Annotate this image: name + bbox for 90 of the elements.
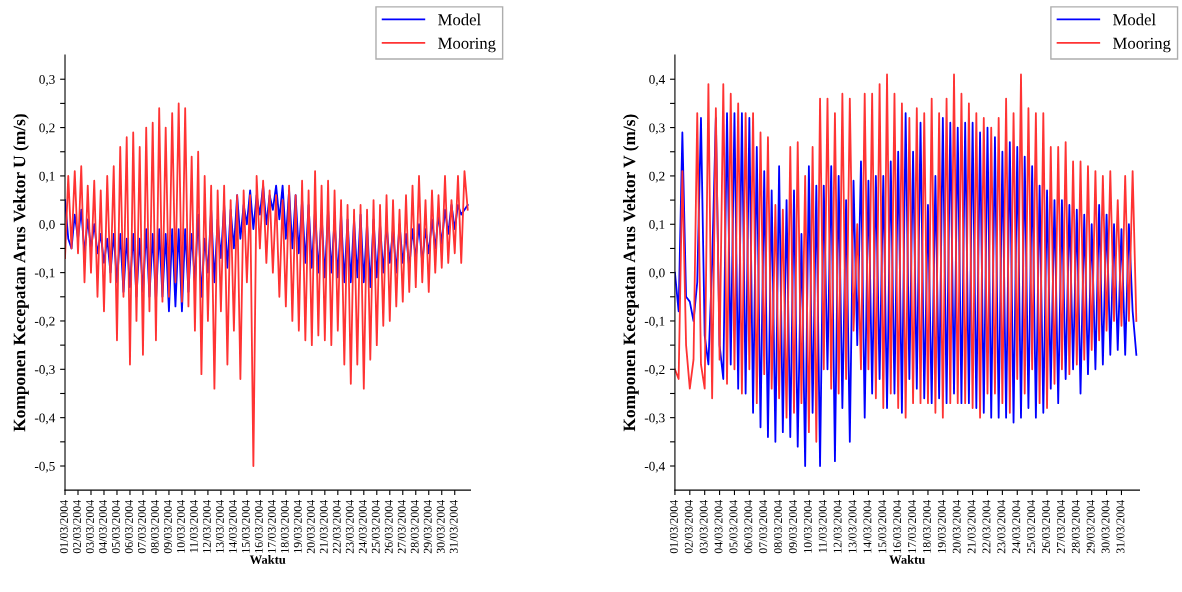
x-tick-label: 27/03/2004 [1056,500,1065,554]
x-tick-label: 04/03/2004 [98,500,107,554]
y-tick-label: 0,0 [649,268,665,280]
x-tick-label: 08/03/2004 [774,500,783,554]
x-tick-label: 19/03/2004 [937,500,946,553]
x-tick-label: 09/03/2004 [163,500,172,554]
x-tick-label: 05/03/2004 [729,500,738,554]
x-tick-label: 09/03/2004 [788,500,797,554]
x-tick-label: 19/03/2004 [293,500,302,553]
x-tick-label: 12/03/2004 [202,500,211,553]
x-tick-label: 16/03/2004 [893,500,902,553]
y-tick-label: -0,5 [34,461,55,473]
x-tick-label: 06/03/2004 [744,500,753,554]
x-tick-label: 01/03/2004 [60,500,68,554]
y-tick-label: -0,3 [34,365,55,376]
y-tick-label: -0,4 [34,413,56,425]
x-tick-label: 07/03/2004 [137,500,146,554]
x-tick-label: 13/03/2004 [848,500,857,553]
x-tick-label: 11/03/2004 [818,500,827,553]
x-tick-label: 30/03/2004 [1101,500,1110,554]
x-tick-label: 23/03/2004 [997,500,1006,554]
x-tick-label: 05/03/2004 [111,500,120,554]
x-tick-label: 21/03/2004 [319,500,328,554]
y-axis-title: Komponen Kecepatan Arus Vektor V (m/s) [623,114,639,432]
x-tick-label: 29/03/2004 [423,500,432,554]
y-tick-label: -0,4 [644,461,665,473]
x-tick-label: 14/03/2004 [863,500,872,553]
y-tick-label: -0,2 [644,365,665,376]
x-tick-label: 10/03/2004 [176,500,185,553]
x-axis-title: Waktu [249,555,286,564]
x-tick-label: 28/03/2004 [410,500,419,554]
x-tick-label: 12/03/2004 [833,500,842,553]
x-tick-label: 14/03/2004 [228,500,237,553]
x-tick-label: 27/03/2004 [397,500,406,554]
x-tick-label: 24/03/2004 [358,500,367,554]
y-axis-title: Komponen Kecepatan Arus Vektor U (m/s) [13,114,29,432]
x-tick-label: 18/03/2004 [280,500,289,553]
x-tick-label: 01/03/2004 [669,500,678,554]
y-tick-label: -0,1 [644,316,665,328]
x-tick-label: 03/03/2004 [85,500,94,554]
legend-label: Model [1113,13,1156,26]
x-tick-label: 29/03/2004 [1086,500,1095,554]
legend-label: Model [438,13,481,26]
x-tick-label: 10/03/2004 [803,500,812,553]
x-tick-label: 21/03/2004 [967,500,976,554]
x-tick-label: 02/03/2004 [684,500,693,554]
y-tick-label: 0,1 [649,220,665,231]
x-tick-label: 07/03/2004 [759,500,768,554]
legend-label: Mooring [438,37,496,53]
x-tick-label: 02/03/2004 [72,500,81,554]
x-tick-label: 15/03/2004 [241,500,250,553]
line-series [65,102,469,467]
x-tick-label: 31/03/2004 [1116,500,1125,554]
x-tick-label: 26/03/2004 [1042,500,1050,554]
line-series [674,73,1138,443]
y-tick-label: 0,1 [39,171,55,183]
x-tick-label: 13/03/2004 [215,500,224,553]
x-tick-label: 17/03/2004 [908,500,917,553]
x-tick-label: 22/03/2004 [982,500,991,554]
x-tick-label: 18/03/2004 [922,500,931,553]
x-tick-label: 28/03/2004 [1071,500,1080,554]
x-axis-title: Waktu [889,555,925,564]
x-tick-label: 16/03/2004 [254,500,263,553]
x-tick-label: 25/03/2004 [1027,500,1036,554]
y-tick-label: -0,1 [34,268,55,280]
y-tick-label: 0,3 [39,75,55,86]
x-tick-label: 22/03/2004 [332,500,341,554]
y-tick-label: -0,2 [34,316,55,328]
y-tick-label: 0,3 [649,123,665,135]
x-tick-label: 08/03/2004 [150,500,159,554]
x-tick-label: 24/03/2004 [1012,500,1021,554]
x-tick-label: 20/03/2004 [306,500,315,554]
y-tick-label: 0,2 [39,123,55,135]
x-tick-label: 30/03/2004 [436,500,445,554]
x-tick-label: 06/03/2004 [124,500,133,554]
x-tick-label: 04/03/2004 [714,500,723,554]
x-tick-label: 11/03/2004 [189,500,198,553]
x-tick-label: 23/03/2004 [345,500,354,554]
legend-label: Mooring [1113,37,1171,53]
y-tick-label: 0,2 [649,171,665,183]
x-tick-label: 03/03/2004 [699,500,708,554]
y-tick-label: 0,4 [649,75,665,86]
x-tick-label: 15/03/2004 [878,500,887,553]
x-tick-label: 26/03/2004 [384,500,393,554]
x-tick-label: 25/03/2004 [371,500,380,554]
x-tick-label: 20/03/2004 [952,500,961,554]
y-tick-label: 0,0 [39,220,55,231]
x-tick-label: 17/03/2004 [267,500,276,553]
y-tick-label: -0,3 [644,413,665,425]
x-tick-label: 31/03/2004 [449,500,458,554]
